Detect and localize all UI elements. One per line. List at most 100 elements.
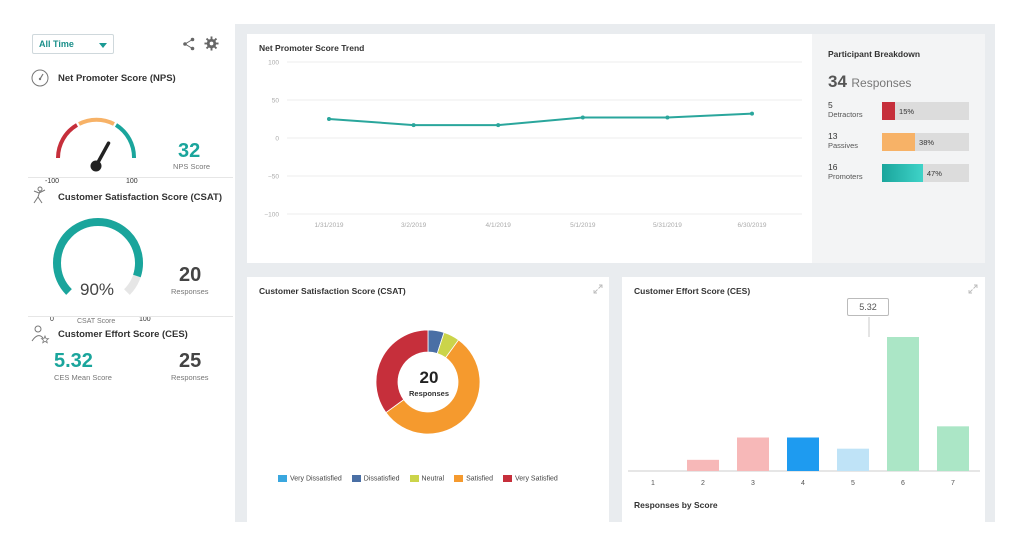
filter-row: All Time	[32, 34, 222, 56]
legend-label: Very Dissatisfied	[290, 475, 342, 483]
bar	[837, 448, 869, 471]
y-tick-label: 50	[272, 98, 280, 105]
legend-item[interactable]: Satisfied	[454, 475, 493, 482]
gear-icon[interactable]	[204, 36, 219, 51]
nps-section: Net Promoter Score (NPS) -100 100 32 NPS…	[28, 68, 233, 185]
y-tick-label: 100	[268, 60, 279, 67]
x-tick-label: 5	[851, 480, 855, 487]
x-tick-label: 2	[701, 480, 705, 487]
nps-title: Net Promoter Score (NPS)	[58, 73, 176, 84]
share-icon[interactable]	[182, 37, 196, 51]
legend-label: Dissatisfied	[363, 475, 400, 483]
csat-percent: 90%	[80, 280, 115, 299]
csat-card-title: Customer Satisfaction Score (CSAT)	[259, 286, 406, 296]
nps-gauge-max: 100	[126, 178, 138, 185]
x-tick-label: 3	[751, 480, 755, 487]
legend-label: Neutral	[421, 475, 445, 483]
x-tick-label: 1	[651, 480, 655, 487]
csat-gauge-min: 0	[50, 316, 54, 323]
breakdown-pct: 38%	[919, 138, 935, 147]
bar-tooltip: 5.32	[847, 298, 889, 316]
bar	[737, 437, 769, 471]
csat-legend: Very Dissatisfied Dissatisfied Neutral Sati…	[278, 475, 568, 487]
y-tick-label: 0	[275, 136, 279, 143]
legend-label: Very Satisfied	[514, 475, 558, 483]
breakdown-bar: 38%	[882, 133, 969, 151]
legend-swatch	[502, 475, 512, 482]
csat-donut-chart	[375, 329, 481, 435]
breakdown-bar-fill	[882, 102, 896, 120]
nps-score-label: NPS Score	[173, 162, 211, 171]
ces-card: Customer Effort Score (CES) 1 2 3 4 5 6 7	[622, 277, 985, 522]
breakdown-total: 34 Responses	[828, 72, 911, 92]
breakdown-row: 16 Promoters 47%	[828, 162, 978, 184]
legend-swatch	[351, 475, 361, 482]
breakdown-title: Participant Breakdown	[828, 49, 921, 59]
speedometer-icon	[31, 69, 49, 87]
nps-trend-chart: 100 50 0 −50 −100 1/31/2019 3/2/2019 4/1/2019 5/…	[264, 60, 802, 229]
csat-gauge-max: 100	[139, 316, 151, 323]
legend-item[interactable]: Very Dissatisfied	[278, 475, 342, 482]
breakdown-bar-fill	[882, 133, 916, 151]
trend-point	[327, 117, 331, 121]
legend-swatch	[409, 475, 419, 482]
ces-mean: 5.32	[54, 350, 93, 372]
x-tick-label: 5/1/2019	[570, 222, 596, 229]
breakdown-name: Promoters	[828, 172, 863, 181]
trend-point	[750, 111, 754, 116]
ces-responses-count: 25	[179, 350, 202, 372]
breakdown-pct: 15%	[899, 107, 915, 116]
breakdown-total-count: 34	[828, 72, 847, 91]
x-tick-label: 1/31/2019	[315, 222, 344, 229]
divider	[28, 177, 233, 178]
breakdown-row: 13 Passives 38%	[828, 131, 978, 153]
y-tick-label: −100	[264, 212, 279, 219]
legend-item[interactable]: Neutral	[409, 475, 445, 483]
csat-card: Customer Satisfaction Score (CSAT) 20 Re…	[247, 277, 609, 522]
x-tick-label: 5/31/2019	[653, 222, 682, 229]
breakdown-bar-fill	[882, 164, 923, 182]
expand-icon[interactable]	[968, 284, 978, 294]
breakdown-bar: 47%	[882, 164, 969, 182]
ces-section: Customer Effort Score (CES) 5.32 CES Mea…	[28, 322, 233, 412]
breakdown-name: Passives	[828, 141, 859, 150]
legend-swatch	[454, 475, 464, 482]
breakdown-count: 5	[828, 100, 833, 110]
expand-icon[interactable]	[593, 284, 603, 294]
x-tick-label: 4	[801, 480, 805, 487]
trend-point	[411, 123, 416, 128]
ces-card-title: Customer Effort Score (CES)	[634, 286, 751, 296]
time-range-select[interactable]: All Time	[32, 34, 114, 54]
bar	[937, 426, 969, 471]
breakdown-bar: 15%	[882, 102, 969, 120]
nps-trend-title: Net Promoter Score Trend	[259, 43, 365, 53]
csat-responses-label: Responses	[171, 287, 209, 296]
divider	[28, 316, 233, 317]
x-tick-label: 6	[901, 480, 905, 487]
csat-gauge	[52, 218, 143, 308]
bar	[687, 459, 719, 471]
breakdown-pct: 47%	[926, 169, 942, 178]
nps-gauge-min: -100	[45, 178, 60, 185]
ces-xlabel: Responses by Score	[634, 500, 718, 510]
trend-point	[665, 115, 670, 120]
x-tick-label: 3/2/2019	[401, 222, 427, 229]
breakdown-row: 5 Detractors 15%	[828, 100, 978, 122]
legend-label: Satisfied	[466, 475, 493, 483]
nps-score: 32	[178, 140, 201, 162]
chevron-down-icon	[99, 43, 107, 48]
bar	[887, 337, 919, 471]
legend-item[interactable]: Dissatisfied	[351, 475, 400, 483]
ces-bar-chart: 1 2 3 4 5 6 7	[628, 317, 980, 487]
legend-item[interactable]: Very Satisfied	[502, 475, 558, 483]
breakdown-count: 16	[828, 162, 838, 172]
trend-point	[580, 115, 585, 120]
breakdown-total-label: Responses	[851, 76, 912, 90]
ces-title: Customer Effort Score (CES)	[58, 329, 188, 340]
y-tick-label: −50	[268, 174, 279, 181]
trend-point	[496, 123, 501, 128]
summary-panel: All Time Net Promoter Score (NPS)	[28, 28, 233, 528]
person-star-icon	[31, 325, 50, 344]
trend-line	[328, 112, 753, 127]
nps-trend-card: Net Promoter Score Trend 100 50 0 −50 −100 1/…	[247, 34, 812, 263]
